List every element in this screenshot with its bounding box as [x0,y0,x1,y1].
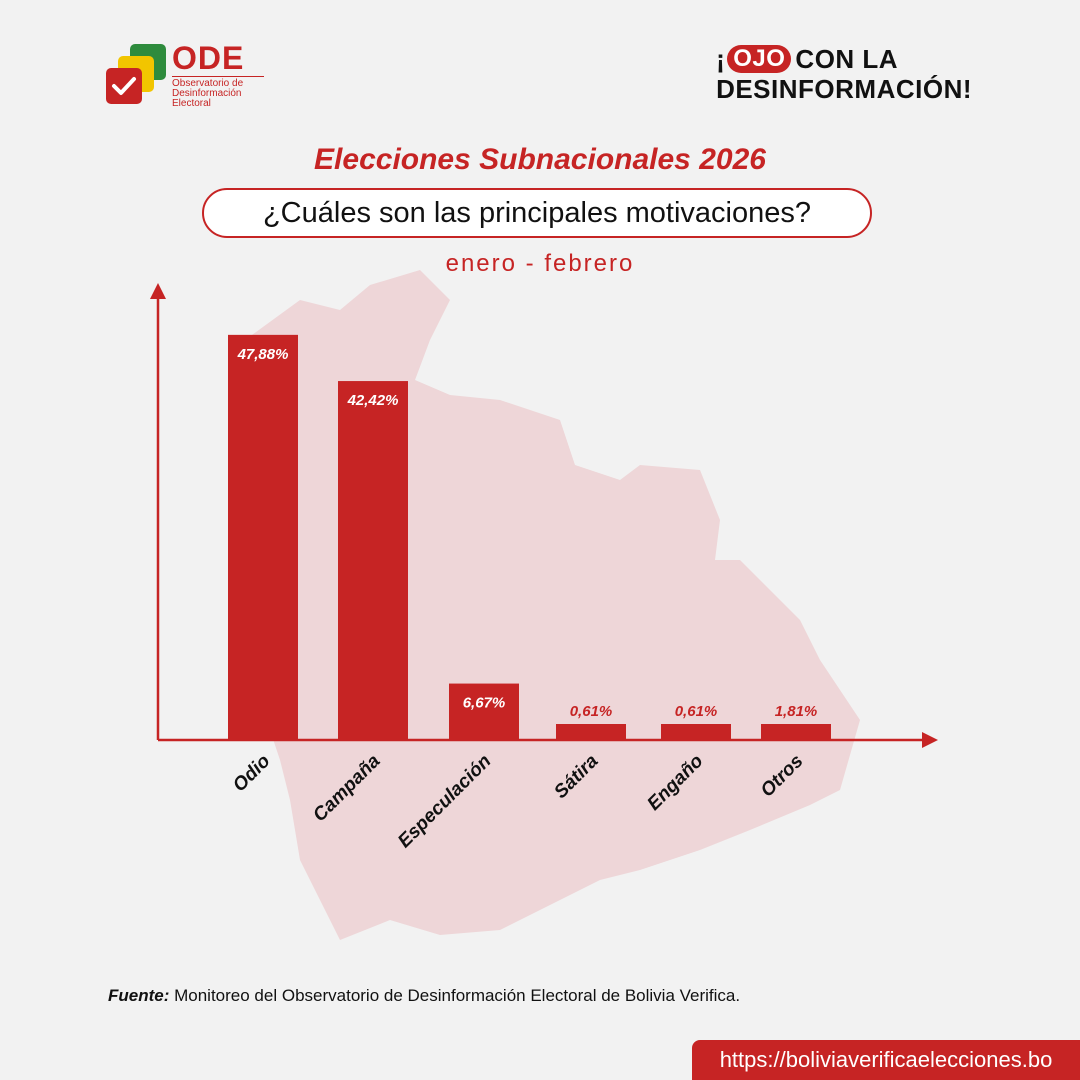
source-text: Monitoreo del Observatorio de Desinforma… [169,986,741,1005]
ojo-prefix: ¡ [716,44,726,74]
x-axis-arrow-icon [922,732,938,748]
check-icon [106,68,142,104]
logo-subtitle: Observatorio de Desinformación Electoral [172,76,264,109]
bar-value-label: 47,88% [237,346,289,363]
category-label: Odio [229,751,274,796]
y-axis-arrow-icon [150,283,166,299]
bar-value-label: 0,61% [570,703,613,720]
bar-value-label: 1,81% [775,703,818,720]
bar-value-label: 0,61% [675,703,718,720]
bar-campaña [338,381,408,740]
bar-sátira [556,724,626,740]
period-label: enero - febrero [445,250,635,277]
bolivia-map-icon [235,270,860,940]
ojo-highlight: OJO [727,45,792,73]
bar-otros [761,724,831,740]
source-note: Fuente: Monitoreo del Observatorio de De… [108,986,740,1006]
logo-name: ODE [172,40,245,76]
ode-logo: ODE Observatorio de Desinformación Elect… [106,40,266,109]
bar-engaño [661,724,731,740]
bar-odio [228,334,298,740]
ojo-line2: DESINFORMACIÓN! [716,74,972,104]
source-label: Fuente: [108,986,170,1005]
chart-subtitle: ¿Cuáles son las principales motivaciones… [202,188,872,238]
bar-especulación [449,683,519,740]
ojo-line1-rest: CON LA [795,44,899,74]
website-url[interactable]: https://boliviaverificaelecciones.bo [692,1040,1080,1080]
ojo-badge: ¡ OJO CON LA DESINFORMACIÓN! [716,44,972,104]
bar-value-label: 6,67% [463,695,506,712]
chart-title: Elecciones Subnacionales 2026 [314,143,766,176]
bar-value-label: 42,42% [347,392,399,409]
